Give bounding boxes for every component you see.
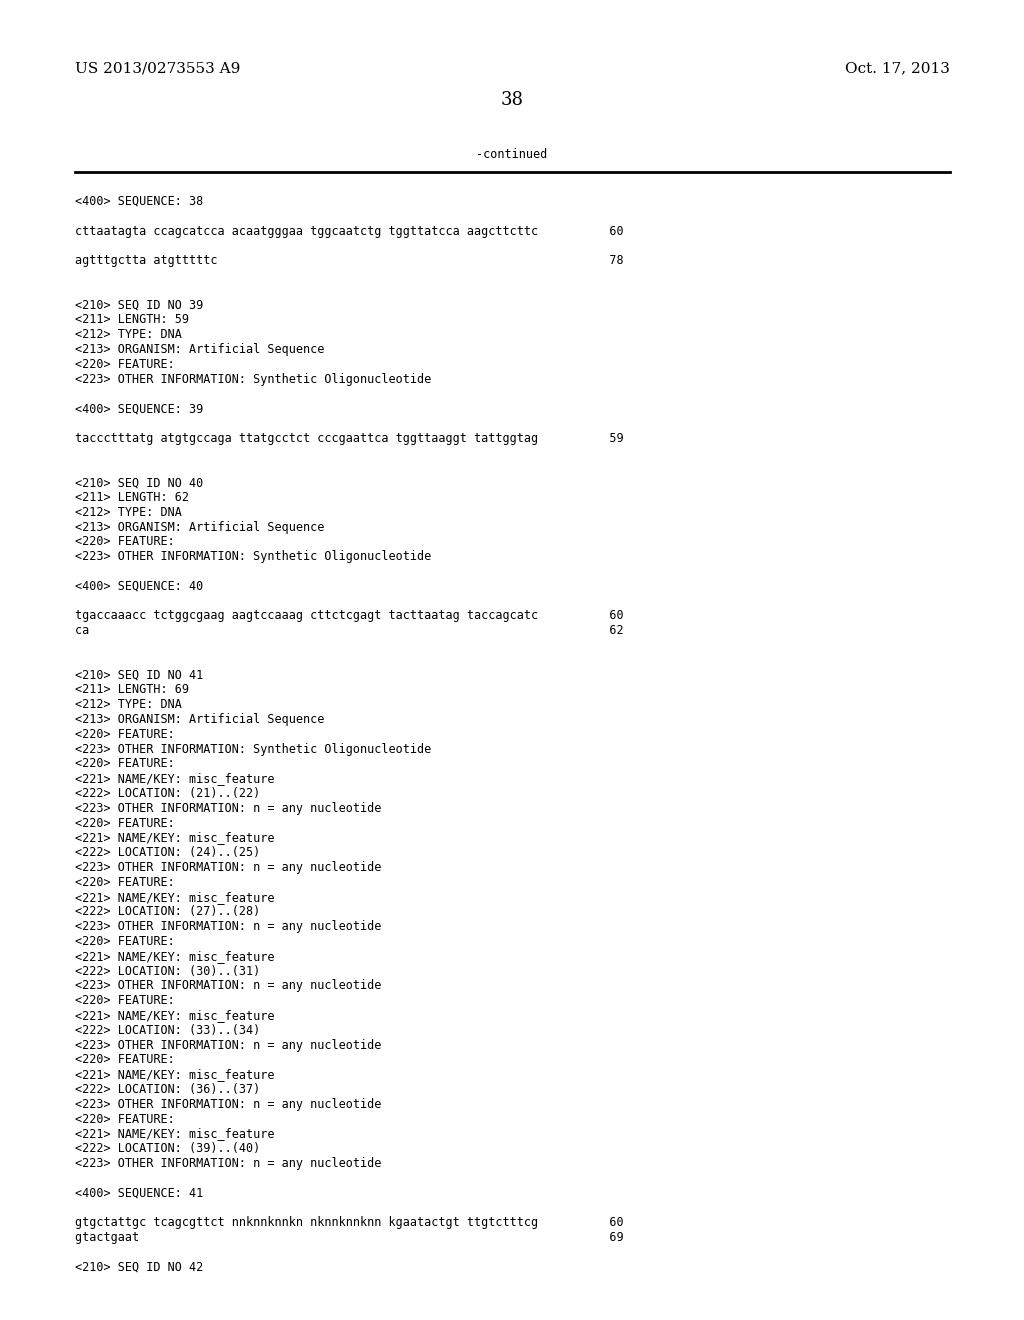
Text: <220> FEATURE:: <220> FEATURE: xyxy=(75,935,175,948)
Text: <220> FEATURE:: <220> FEATURE: xyxy=(75,994,175,1007)
Text: <223> OTHER INFORMATION: n = any nucleotide: <223> OTHER INFORMATION: n = any nucleot… xyxy=(75,979,381,993)
Text: <221> NAME/KEY: misc_feature: <221> NAME/KEY: misc_feature xyxy=(75,832,274,845)
Text: <400> SEQUENCE: 41: <400> SEQUENCE: 41 xyxy=(75,1187,203,1200)
Text: <212> TYPE: DNA: <212> TYPE: DNA xyxy=(75,698,182,711)
Text: <212> TYPE: DNA: <212> TYPE: DNA xyxy=(75,506,182,519)
Text: <400> SEQUENCE: 40: <400> SEQUENCE: 40 xyxy=(75,579,203,593)
Text: <221> NAME/KEY: misc_feature: <221> NAME/KEY: misc_feature xyxy=(75,891,274,904)
Text: <223> OTHER INFORMATION: Synthetic Oligonucleotide: <223> OTHER INFORMATION: Synthetic Oligo… xyxy=(75,743,431,755)
Text: <210> SEQ ID NO 39: <210> SEQ ID NO 39 xyxy=(75,298,203,312)
Text: tgaccaaacc tctggcgaag aagtccaaag cttctcgagt tacttaatag taccagcatc          60: tgaccaaacc tctggcgaag aagtccaaag cttctcg… xyxy=(75,610,624,623)
Text: <210> SEQ ID NO 41: <210> SEQ ID NO 41 xyxy=(75,669,203,681)
Text: <223> OTHER INFORMATION: n = any nucleotide: <223> OTHER INFORMATION: n = any nucleot… xyxy=(75,861,381,874)
Text: <221> NAME/KEY: misc_feature: <221> NAME/KEY: misc_feature xyxy=(75,950,274,962)
Text: agtttgctta atgtttttc                                                       78: agtttgctta atgtttttc 78 xyxy=(75,255,624,267)
Text: <222> LOCATION: (39)..(40): <222> LOCATION: (39)..(40) xyxy=(75,1142,260,1155)
Text: <223> OTHER INFORMATION: n = any nucleotide: <223> OTHER INFORMATION: n = any nucleot… xyxy=(75,1158,381,1170)
Text: 38: 38 xyxy=(501,91,523,110)
Text: <220> FEATURE:: <220> FEATURE: xyxy=(75,875,175,888)
Text: <220> FEATURE:: <220> FEATURE: xyxy=(75,758,175,771)
Text: <211> LENGTH: 62: <211> LENGTH: 62 xyxy=(75,491,189,504)
Text: <213> ORGANISM: Artificial Sequence: <213> ORGANISM: Artificial Sequence xyxy=(75,713,325,726)
Text: Oct. 17, 2013: Oct. 17, 2013 xyxy=(845,61,950,75)
Text: <220> FEATURE:: <220> FEATURE: xyxy=(75,1053,175,1067)
Text: <222> LOCATION: (30)..(31): <222> LOCATION: (30)..(31) xyxy=(75,965,260,978)
Text: <212> TYPE: DNA: <212> TYPE: DNA xyxy=(75,329,182,341)
Text: <400> SEQUENCE: 38: <400> SEQUENCE: 38 xyxy=(75,195,203,209)
Text: -continued: -continued xyxy=(476,149,548,161)
Text: <222> LOCATION: (24)..(25): <222> LOCATION: (24)..(25) xyxy=(75,846,260,859)
Text: <223> OTHER INFORMATION: n = any nucleotide: <223> OTHER INFORMATION: n = any nucleot… xyxy=(75,1039,381,1052)
Text: <223> OTHER INFORMATION: n = any nucleotide: <223> OTHER INFORMATION: n = any nucleot… xyxy=(75,1098,381,1111)
Text: <223> OTHER INFORMATION: Synthetic Oligonucleotide: <223> OTHER INFORMATION: Synthetic Oligo… xyxy=(75,372,431,385)
Text: <220> FEATURE:: <220> FEATURE: xyxy=(75,358,175,371)
Text: gtactgaat                                                                  69: gtactgaat 69 xyxy=(75,1232,624,1243)
Text: <210> SEQ ID NO 40: <210> SEQ ID NO 40 xyxy=(75,477,203,490)
Text: <220> FEATURE:: <220> FEATURE: xyxy=(75,817,175,829)
Text: <223> OTHER INFORMATION: Synthetic Oligonucleotide: <223> OTHER INFORMATION: Synthetic Oligo… xyxy=(75,550,431,564)
Text: ca                                                                         62: ca 62 xyxy=(75,624,624,638)
Text: <222> LOCATION: (36)..(37): <222> LOCATION: (36)..(37) xyxy=(75,1082,260,1096)
Text: <211> LENGTH: 59: <211> LENGTH: 59 xyxy=(75,313,189,326)
Text: cttaatagta ccagcatcca acaatgggaa tggcaatctg tggttatcca aagcttcttc          60: cttaatagta ccagcatcca acaatgggaa tggcaat… xyxy=(75,224,624,238)
Text: <221> NAME/KEY: misc_feature: <221> NAME/KEY: misc_feature xyxy=(75,1068,274,1081)
Text: <223> OTHER INFORMATION: n = any nucleotide: <223> OTHER INFORMATION: n = any nucleot… xyxy=(75,920,381,933)
Text: <222> LOCATION: (27)..(28): <222> LOCATION: (27)..(28) xyxy=(75,906,260,919)
Text: <211> LENGTH: 69: <211> LENGTH: 69 xyxy=(75,684,189,697)
Text: <400> SEQUENCE: 39: <400> SEQUENCE: 39 xyxy=(75,403,203,416)
Text: gtgctattgc tcagcgttct nnknnknnkn nknnknnknn kgaatactgt ttgtctttcg          60: gtgctattgc tcagcgttct nnknnknnkn nknnknn… xyxy=(75,1216,624,1229)
Text: <220> FEATURE:: <220> FEATURE: xyxy=(75,536,175,548)
Text: <220> FEATURE:: <220> FEATURE: xyxy=(75,727,175,741)
Text: <213> ORGANISM: Artificial Sequence: <213> ORGANISM: Artificial Sequence xyxy=(75,343,325,356)
Text: taccctttatg atgtgccaga ttatgcctct cccgaattca tggttaaggt tattggtag          59: taccctttatg atgtgccaga ttatgcctct cccgaa… xyxy=(75,432,624,445)
Text: <223> OTHER INFORMATION: n = any nucleotide: <223> OTHER INFORMATION: n = any nucleot… xyxy=(75,801,381,814)
Text: <222> LOCATION: (33)..(34): <222> LOCATION: (33)..(34) xyxy=(75,1024,260,1036)
Text: <220> FEATURE:: <220> FEATURE: xyxy=(75,1113,175,1126)
Text: <222> LOCATION: (21)..(22): <222> LOCATION: (21)..(22) xyxy=(75,787,260,800)
Text: US 2013/0273553 A9: US 2013/0273553 A9 xyxy=(75,61,241,75)
Text: <221> NAME/KEY: misc_feature: <221> NAME/KEY: misc_feature xyxy=(75,772,274,785)
Text: <221> NAME/KEY: misc_feature: <221> NAME/KEY: misc_feature xyxy=(75,1008,274,1022)
Text: <213> ORGANISM: Artificial Sequence: <213> ORGANISM: Artificial Sequence xyxy=(75,520,325,533)
Text: <221> NAME/KEY: misc_feature: <221> NAME/KEY: misc_feature xyxy=(75,1127,274,1140)
Text: <210> SEQ ID NO 42: <210> SEQ ID NO 42 xyxy=(75,1261,203,1274)
